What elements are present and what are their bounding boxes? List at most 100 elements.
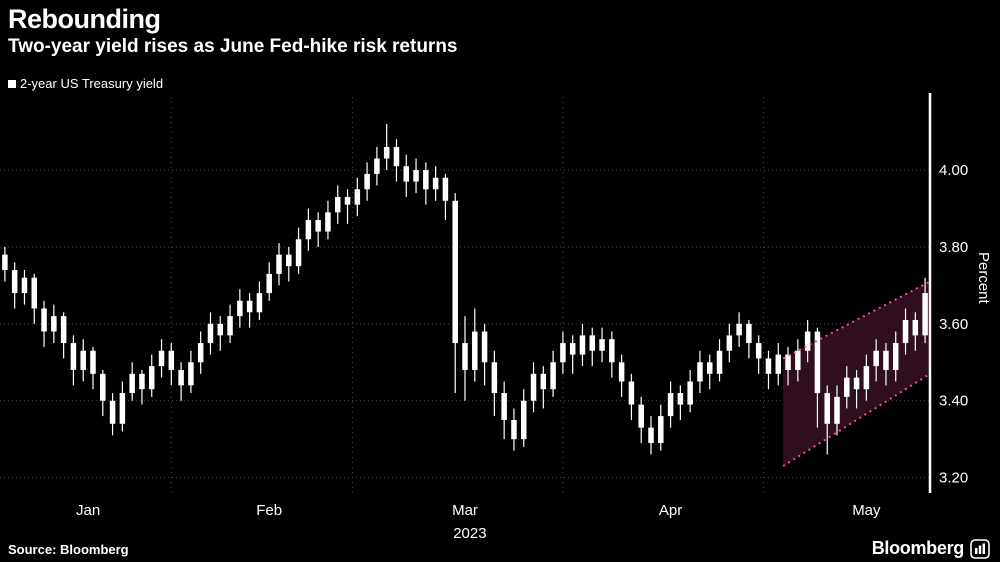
candle-body [922,293,928,336]
candle-body [520,400,527,440]
candle-body [423,170,429,190]
candle-body [873,350,879,367]
candle-body [540,373,547,390]
x-axis-year-label: 2023 [453,525,486,542]
candle-body [462,343,468,370]
candle-body [511,419,517,440]
candle-body [658,416,664,444]
candle-body [305,220,312,240]
candle-body [804,331,811,351]
y-tick-label: 3.60 [939,316,968,333]
candle-body [286,254,292,267]
candle-body [775,354,782,374]
candle-body [716,350,723,374]
candle-body [403,166,410,182]
candle-body [266,273,272,294]
candle-body [364,173,370,190]
candle-body [325,212,331,232]
candle-body [109,400,116,424]
y-tick-label: 3.40 [939,393,968,410]
candle-body [589,335,596,351]
candle-body [560,343,566,363]
candle-body [334,196,341,213]
candle-body [100,373,106,401]
candle-body [197,343,204,363]
candle-body [374,158,380,174]
candle-body [354,189,361,205]
candle-body [912,319,919,336]
candle-body [853,377,860,390]
bloomberg-wordmark: Bloomberg [871,538,965,558]
candle-body [834,396,840,424]
candle-body [442,177,449,201]
candle-body [638,404,644,428]
bloomberg-logo-icon [970,538,990,559]
candle-body [755,343,762,359]
candle-body [168,350,175,370]
candle-body [746,323,752,344]
candle-body [246,300,253,313]
candle-body [432,177,439,190]
bloomberg-brand: Bloomberg [872,538,990,559]
candle-body [599,339,605,351]
candle-body [609,339,615,363]
candle-body [667,393,674,417]
candle-body [481,331,488,363]
candle-body [736,323,742,336]
candlestick-chart: 3.20 3.40 3.60 3.80 4.00 Jan Feb Mar Apr May 2023 [0,93,968,542]
candle-body [491,362,498,394]
candle-body [148,366,155,390]
candle-body [501,393,507,420]
candle-body [60,316,67,344]
candle-body [344,196,351,205]
candle-body [892,343,899,370]
legend-label: 2-year US Treasury yield [20,76,164,91]
candle-body [188,362,194,386]
candle-body [677,393,684,405]
candle-body [393,146,400,167]
x-tick-label: Jan [76,502,100,519]
candle-body [472,331,478,370]
candle-body [844,377,850,397]
candle-body [618,362,625,382]
candle-body [824,393,830,424]
candle-body [2,254,8,271]
candle-body [569,343,576,355]
candle-body [785,354,791,370]
y-tick-label: 3.80 [939,239,968,256]
trend-channel-lower-line [782,372,931,467]
trend-channel-upper-line [782,280,931,360]
candle-body [31,277,38,309]
candle-body [295,239,302,267]
candle-body [687,381,693,405]
candle-body [628,381,635,405]
y-tick-label: 4.00 [939,162,968,179]
source-note: Source: Bloomberg [8,542,129,557]
candle-body [256,293,263,313]
candle-body [207,323,214,344]
x-tick-label: Apr [659,502,682,519]
candle-body [178,369,184,386]
candle-body [119,393,126,424]
candle-body [530,373,537,401]
candle-body [579,335,586,355]
candle-body [413,170,419,182]
candle-body [80,350,86,370]
candle-body [51,316,57,332]
x-tick-label: May [852,502,881,519]
candle-body [129,373,135,394]
candle-body [11,270,18,294]
candle-body [726,335,733,351]
candle-body [276,254,282,274]
candle-body [70,343,77,370]
candle-body [765,358,772,374]
candle-body [383,146,390,159]
candle-body [550,362,556,390]
x-tick-label: Feb [256,502,282,519]
candle-body [315,220,321,232]
candle-body [237,300,243,317]
candle-body [863,366,870,390]
candle-body [883,350,889,370]
candle-body [21,277,28,294]
